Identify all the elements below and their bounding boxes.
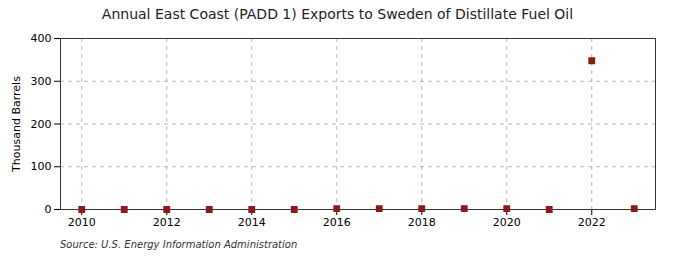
svg-text:300: 300 <box>31 75 52 88</box>
svg-text:2020: 2020 <box>493 216 521 229</box>
html-text:Annual East Coast (PADD 1) Exp: Annual East Coast (PADD 1) Exports to Sw… <box>101 6 574 22</box>
svg-text:200: 200 <box>31 118 52 131</box>
html-text:Source: U.S. Energy Informatio: Source: U.S. Energy Information Administ… <box>60 239 298 250</box>
svg-text:2010: 2010 <box>68 216 96 229</box>
svg-text:2022: 2022 <box>578 216 606 229</box>
svg-text:2018: 2018 <box>408 216 436 229</box>
svg-text:2012: 2012 <box>153 216 181 229</box>
svg-text:0: 0 <box>45 203 52 216</box>
svg-text:Thousand Barrels: Thousand Barrels <box>10 76 23 173</box>
svg-text:400: 400 <box>31 32 52 45</box>
svg-text:2016: 2016 <box>323 216 351 229</box>
svg-text:100: 100 <box>31 160 52 173</box>
svg-text:2014: 2014 <box>238 216 266 229</box>
